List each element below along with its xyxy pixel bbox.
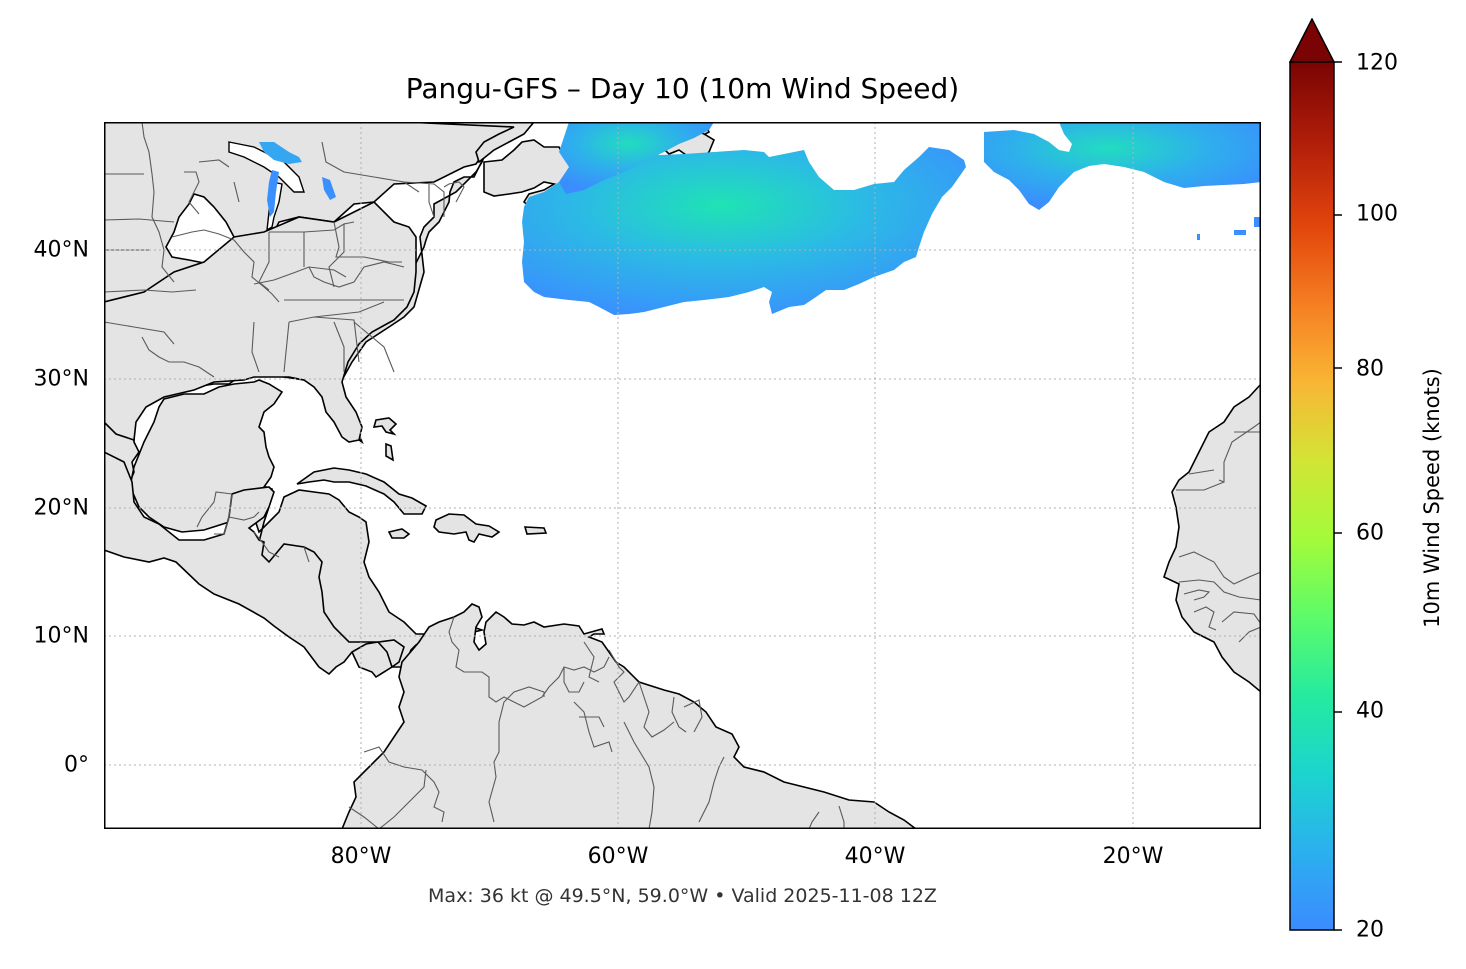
wind-speck (1234, 230, 1246, 235)
wind-region-st-lawrence (559, 122, 714, 194)
lon-label-40w: 40°W (844, 844, 906, 869)
lat-label-30n: 30°N (33, 366, 89, 392)
colorbar-label: 10m Wind Speed (knots) (1420, 368, 1444, 628)
land-hispaniola (433, 513, 501, 543)
land-west-africa (1163, 382, 1261, 694)
wind-region-lake-huron (322, 177, 336, 200)
lat-label-0: 0° (64, 752, 89, 778)
wind-speck (1254, 217, 1261, 227)
wind-region-nw-atlantic (522, 147, 966, 315)
lat-label-10n: 10°N (33, 623, 89, 649)
lon-label-20w: 20°W (1102, 844, 1164, 869)
max-wind-annotation: Max: 36 kt @ 49.5°N, 59.0°W • Valid 2025… (428, 885, 937, 907)
land-bahamas (372, 417, 398, 462)
colorbar-tick-40: 40 (1356, 698, 1384, 724)
colorbar-tick-120: 120 (1356, 50, 1398, 76)
wind-speed-field (259, 122, 1261, 315)
wind-region-lake-michigan (267, 170, 279, 217)
lon-label-60w: 60°W (587, 844, 649, 869)
wind-region-lake-superior (259, 142, 302, 164)
wind-region-central-atlantic (984, 122, 1261, 210)
map-plot-area (104, 122, 1261, 829)
land-south-america (341, 603, 918, 829)
colorbar-tick-80: 80 (1356, 356, 1384, 382)
colorbar-extend-arrow (1288, 17, 1336, 63)
political-borders (104, 122, 1261, 829)
land-jamaica (387, 528, 411, 539)
lat-label-20n: 20°N (33, 495, 89, 521)
lat-label-40n: 40°N (33, 237, 89, 263)
colorbar-tick-60: 60 (1356, 520, 1384, 546)
land-puerto-rico (523, 526, 548, 535)
chart-title: Pangu-GFS – Day 10 (10m Wind Speed) (405, 72, 960, 105)
colorbar (1288, 17, 1342, 931)
lon-label-80w: 80°W (330, 844, 392, 869)
colorbar-tick-100: 100 (1356, 201, 1398, 227)
land-cuba (296, 467, 428, 515)
map-border (104, 122, 1261, 829)
colorbar-gradient (1289, 61, 1335, 931)
wind-speck (1197, 234, 1200, 240)
colorbar-tick-20: 20 (1356, 917, 1384, 943)
land-southeast-us (104, 201, 417, 443)
